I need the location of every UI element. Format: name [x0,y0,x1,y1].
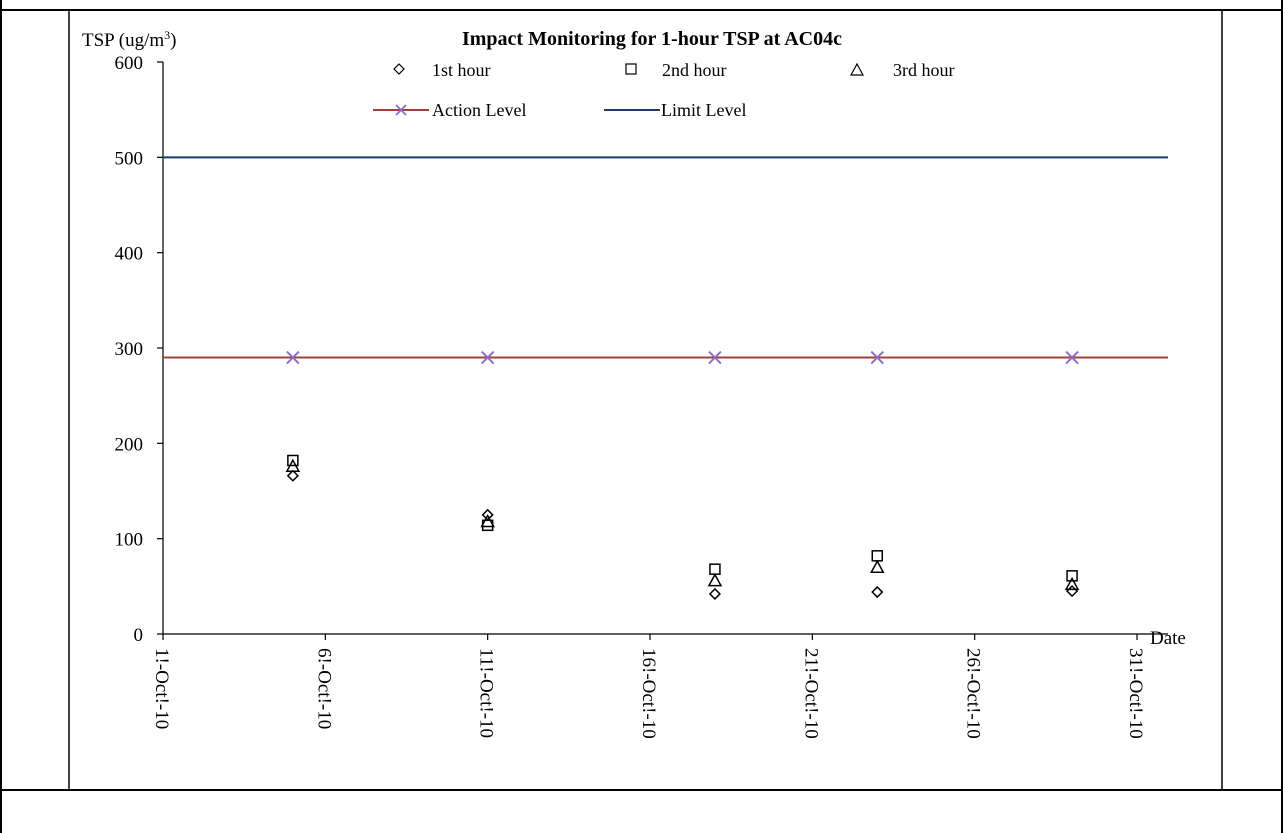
x-tick-label: 26!-Oct!-10 [963,648,984,739]
second-hour-point [287,454,299,467]
chart-title: Impact Monitoring for 1-hour TSP at AC04… [462,28,842,50]
y-tick-label: 200 [115,434,144,455]
y-axis-label: TSP (ug/m3) [82,28,177,51]
action-level-marker [480,350,495,365]
legend-triangle-marker [849,62,865,76]
x-tick-label: 31!-Oct!-10 [1125,648,1146,739]
legend-item-2nd-hour: 2nd hour [625,60,727,80]
first-hour-point [286,469,299,482]
x-tick-label: 16!-Oct!-10 [638,648,659,739]
legend-label-1st-hour: 1st hour [432,60,491,80]
legend-label-3rd-hour: 3rd hour [893,60,955,80]
legend: 1st hour 2nd hour 3rd hour Action Level … [373,60,955,120]
third-hour-point [870,559,885,574]
third-hour-point [707,573,723,587]
legend-item-3rd-hour: 3rd hour [849,60,955,80]
third-hour-point [1064,576,1080,591]
x-axis-label: Date [1150,628,1186,649]
legend-label-action-level: Action Level [432,100,526,120]
legend-item-limit-level: Limit Level [604,100,746,120]
legend-item-action-level: Action Level [373,100,526,120]
third-hour-point [285,458,301,472]
first-hour-point [871,585,884,599]
first-hour-point [1066,585,1079,598]
legend-item-1st-hour: 1st hour [393,60,491,80]
action-level-marker [1065,350,1079,365]
y-tick-label: 400 [115,244,144,265]
x-tick-label: 6!-Oct!-10 [313,648,334,729]
y-tick-label: 0 [134,625,144,646]
y-tick-label: 500 [115,148,144,169]
x-tick-label: 11!-Oct!-10 [476,648,497,738]
x-tick-label: 1!-Oct!-10 [151,648,172,729]
y-tick-label: 600 [115,53,144,74]
x-ticks: 1!-Oct!-10 6!-Oct!-10 11!-Oct!-10 16!-Oct!-… [151,634,1146,739]
legend-label-limit-level: Limit Level [661,100,746,120]
y-tick-label: 300 [115,339,144,360]
x-tick-label: 21!-Oct!-10 [800,648,821,739]
y-tick-label: 100 [115,530,144,551]
action-level-marker [708,350,722,365]
reference-lines [163,156,1168,359]
legend-label-2nd-hour: 2nd hour [662,60,727,80]
axes [162,62,1168,635]
third-hour-point [480,513,495,528]
first-hour-point [708,587,721,601]
second-hour-point [709,563,721,575]
action-level-marker [870,350,884,365]
action-level-marker [286,350,300,365]
second-hour-point [871,550,884,562]
second-hour-point [1066,570,1078,582]
legend-diamond-marker [393,63,405,75]
data-markers [285,350,1080,601]
legend-square-marker [625,63,637,75]
legend-x-marker [395,104,407,116]
y-ticks: 0 100 200 300 400 500 600 [115,53,163,646]
